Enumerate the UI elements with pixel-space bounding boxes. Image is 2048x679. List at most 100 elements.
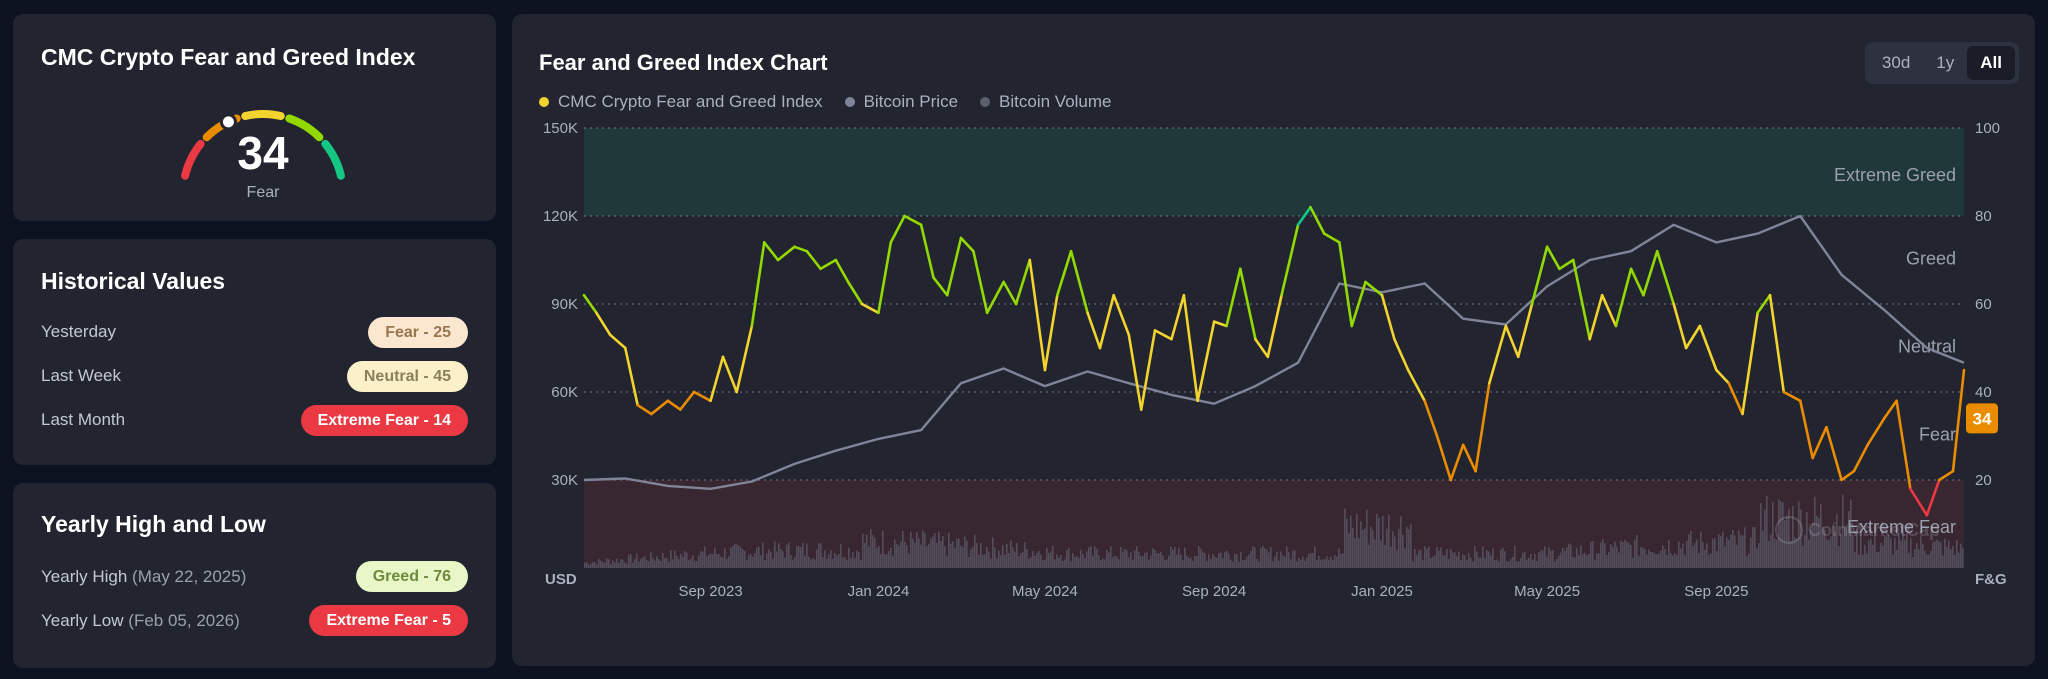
index-line-segment — [1280, 223, 1300, 297]
volume-bar — [1116, 556, 1118, 568]
volume-bar — [966, 540, 968, 568]
volume-bar — [1128, 557, 1130, 568]
volume-bar — [1450, 548, 1452, 568]
volume-bar — [1584, 552, 1586, 568]
index-line-segment — [1322, 232, 1341, 244]
x-tick-label: Jan 2024 — [848, 583, 910, 600]
volume-bar — [1684, 555, 1686, 568]
index-line-segment — [1449, 443, 1465, 482]
volume-bar — [970, 549, 972, 568]
gauge-segment-greed — [285, 114, 324, 142]
yearly-low-date: (Feb 05, 2026) — [128, 611, 240, 630]
volume-bar — [1278, 560, 1280, 568]
volume-bar — [696, 561, 698, 568]
volume-bar — [672, 559, 674, 568]
volume-bar — [1884, 535, 1886, 568]
index-line-segment — [1127, 333, 1143, 411]
volume-bar — [804, 555, 806, 568]
volume-bar — [1896, 549, 1898, 568]
legend-item-price[interactable]: Bitcoin Price — [844, 92, 958, 112]
volume-bar — [612, 560, 614, 568]
volume-bar — [1914, 548, 1916, 568]
index-line-segment — [860, 302, 880, 315]
volume-bar — [662, 552, 664, 568]
volume-bar — [628, 554, 630, 568]
volume-bar — [1580, 545, 1582, 568]
volume-bar — [588, 564, 590, 568]
volume-bar — [1178, 547, 1180, 568]
range-tabs: 30d 1y All — [1864, 42, 2019, 84]
volume-bar — [840, 544, 842, 568]
index-line-segment — [1698, 324, 1718, 372]
volume-bar — [1212, 553, 1214, 568]
volume-bar — [1606, 555, 1608, 568]
volume-bar — [1620, 540, 1622, 568]
volume-bar — [1578, 554, 1580, 568]
volume-bar — [946, 555, 948, 568]
volume-bar — [1540, 550, 1542, 568]
volume-bar — [1052, 545, 1054, 568]
legend-item-index[interactable]: CMC Crypto Fear and Greed Index — [539, 92, 823, 112]
index-line-segment — [1296, 205, 1312, 227]
volume-bar — [1600, 542, 1602, 568]
y-right-tick-label: 80 — [1975, 208, 1992, 225]
volume-bar — [844, 556, 846, 568]
volume-bar — [1316, 560, 1318, 568]
volume-bar — [1188, 557, 1190, 568]
range-tab-30d[interactable]: 30d — [1881, 53, 1911, 72]
volume-bar — [752, 556, 754, 568]
y-left-axis-label: USD — [545, 571, 577, 588]
gauge-value: 34 — [237, 127, 289, 179]
volume-bar — [1168, 555, 1170, 568]
range-tab-all[interactable]: All — [1967, 46, 2015, 80]
volume-bar — [924, 533, 926, 568]
volume-bar — [1880, 542, 1882, 568]
index-line-segment — [919, 223, 935, 279]
index-line-segment — [945, 236, 963, 297]
volume-bar — [1510, 558, 1512, 568]
index-line-segment — [889, 214, 906, 244]
volume-bar — [1444, 555, 1446, 568]
volume-bar — [1714, 538, 1716, 568]
volume-bar — [934, 533, 936, 568]
range-tab-1y[interactable]: 1y — [1936, 53, 1955, 72]
legend-item-volume[interactable]: Bitcoin Volume — [980, 92, 1112, 112]
volume-bar — [908, 553, 910, 568]
volume-bar — [1514, 545, 1516, 568]
volume-bar — [1630, 544, 1632, 568]
bitcoin-price-line — [583, 214, 1965, 490]
volume-bar — [682, 556, 684, 568]
volume-bar — [1086, 551, 1088, 568]
volume-bar — [950, 543, 952, 568]
volume-bar — [1752, 527, 1754, 568]
yearly-low-text: Yearly Low — [41, 611, 124, 630]
gauge-segment-neutral — [241, 110, 285, 120]
index-line-segment — [1309, 205, 1326, 235]
volume-bar — [1068, 547, 1070, 568]
index-line-segment — [1196, 320, 1216, 403]
volume-bar — [690, 558, 692, 568]
volume-bar — [710, 553, 712, 568]
volume-bar — [1780, 501, 1782, 568]
volume-bar — [1318, 555, 1320, 568]
volume-bar — [756, 547, 758, 568]
index-line-segment — [623, 346, 639, 407]
volume-bar — [1268, 552, 1270, 568]
volume-bar — [660, 560, 662, 568]
volume-bar — [954, 547, 956, 568]
volume-bar — [974, 534, 976, 568]
volume-bar — [1744, 527, 1746, 568]
volume-bar — [1536, 561, 1538, 568]
volume-bar — [1236, 554, 1238, 568]
index-line-segment — [1895, 399, 1912, 491]
volume-bar — [1440, 547, 1442, 568]
volume-bar — [918, 538, 920, 568]
volume-bar — [1384, 544, 1386, 568]
volume-bar — [1680, 548, 1682, 568]
volume-bar — [634, 559, 636, 568]
volume-bar — [884, 554, 886, 568]
volume-bar — [922, 530, 924, 568]
volume-bar — [1410, 524, 1412, 568]
volume-bar — [1716, 551, 1718, 568]
